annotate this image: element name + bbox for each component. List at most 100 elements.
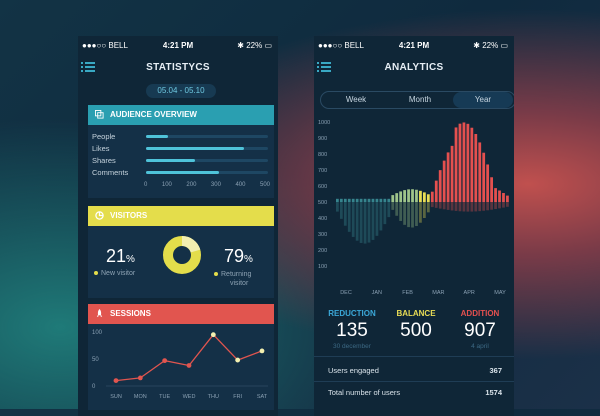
audience-card: People Likes Shares Comments 0 100 200 300 4… (88, 125, 274, 198)
tab-week[interactable]: Week (345, 95, 367, 104)
visitors-donut (163, 235, 201, 274)
bar-up (411, 189, 414, 202)
y-tick-label: 300 (318, 232, 327, 238)
audience-label: People (92, 132, 116, 141)
bar-up (474, 134, 478, 202)
audience-title: AUDIENCE OVERVIEW (110, 110, 197, 119)
carrier: ●●●○○ BELL (318, 41, 364, 50)
y-tick-label: 700 (318, 168, 327, 174)
tab-month[interactable]: Month (408, 95, 432, 104)
bar-up (415, 189, 418, 202)
bar-down (355, 202, 359, 241)
bar-up (462, 122, 466, 202)
bar-down (411, 202, 414, 228)
sessions-point (162, 358, 168, 364)
y-tick-label: 600 (318, 184, 327, 190)
page-title: ANALYTICS (384, 62, 444, 73)
pie-icon (95, 211, 104, 220)
rocket-icon (96, 309, 103, 318)
bar-up (438, 170, 442, 202)
bar-down (363, 202, 367, 244)
bar-up (490, 177, 493, 202)
carrier: ●●●○○ BELL (82, 41, 128, 50)
tab-year[interactable]: Year (453, 92, 513, 108)
bar-down (391, 202, 395, 210)
sessions-header: SESSIONS (88, 304, 274, 324)
battery: ✱ 22% ▭ (473, 41, 508, 50)
month-label: JAN (372, 290, 382, 296)
visitors-header: VISITORS (88, 206, 274, 226)
bar-down (478, 202, 482, 212)
bar-down (474, 202, 478, 212)
bar-down (379, 202, 383, 231)
menu-icon[interactable] (81, 60, 96, 72)
bar-down (347, 202, 351, 232)
bar-down (498, 202, 501, 209)
row-value: 367 (489, 366, 502, 375)
y-tick-label: 800 (318, 152, 327, 158)
bar-up (506, 195, 509, 202)
date-range[interactable]: 05.04 - 05.10 (146, 84, 216, 98)
y-tick-label: 400 (318, 216, 327, 222)
bar-down (506, 202, 509, 207)
bar-up (454, 127, 458, 202)
bar-up (379, 198, 383, 202)
month-label: MAR (432, 290, 444, 296)
menu-icon[interactable] (317, 60, 332, 72)
bar-down (434, 202, 438, 208)
y-tick-label: 900 (318, 136, 327, 142)
bar-down (423, 202, 426, 219)
bar-down (442, 202, 446, 210)
addition-label: ADDITION (460, 309, 500, 318)
bar-down (426, 202, 430, 213)
bar-up (336, 198, 339, 202)
divider (314, 381, 514, 382)
y-tick-label: 100 (318, 264, 327, 270)
addition-value: 907 (464, 320, 496, 341)
bar-down (415, 202, 418, 226)
bar-up (423, 192, 426, 202)
bar-down (450, 202, 454, 211)
bar-down (371, 202, 375, 240)
sessions-chart: 100 50 0 SUN MON TUE WED THU FRI SAT (92, 330, 268, 400)
bar-up (446, 152, 450, 202)
battery: ✱ 22% ▭ (237, 41, 272, 50)
sessions-title: SESSIONS (110, 309, 151, 318)
bar-down (494, 202, 497, 210)
bar-down (454, 202, 458, 211)
bar-up (339, 198, 343, 202)
audience-label: Likes (92, 144, 110, 153)
bar-down (343, 202, 347, 226)
y-tick-label: 50 (92, 357, 99, 363)
day-label: THU (208, 394, 219, 400)
bar-up (407, 189, 410, 202)
bar-down (403, 202, 406, 225)
bar-up (434, 180, 438, 202)
bar-up (395, 193, 399, 202)
visitors-card: 21% New visitor 79% Returning visitor (88, 226, 274, 298)
bar-down (458, 202, 462, 212)
bar-up (383, 198, 387, 202)
sessions-point (137, 375, 143, 381)
audience-bar (146, 147, 268, 150)
bar-up (399, 191, 403, 202)
list-item[interactable]: Total number of users 1574 (328, 388, 502, 397)
bar-down (375, 202, 379, 236)
list-item[interactable]: Users engaged 367 (328, 366, 502, 375)
bar-up (419, 190, 422, 202)
bar-up (450, 145, 454, 202)
bar-up (343, 198, 347, 202)
month-label: FEB (402, 290, 413, 296)
bar-up (470, 127, 474, 202)
audience-bar (146, 171, 268, 174)
sessions-line-segment (237, 350, 263, 361)
bar-up (498, 190, 501, 202)
new-visitor-value: 21% (106, 246, 135, 266)
y-tick-label: 500 (318, 200, 327, 206)
day-label: SUN (110, 394, 122, 400)
copy-icon (95, 110, 104, 119)
bar-up (442, 160, 446, 202)
bar-down (486, 202, 490, 211)
bar-down (462, 202, 466, 212)
bar-down (367, 202, 371, 243)
